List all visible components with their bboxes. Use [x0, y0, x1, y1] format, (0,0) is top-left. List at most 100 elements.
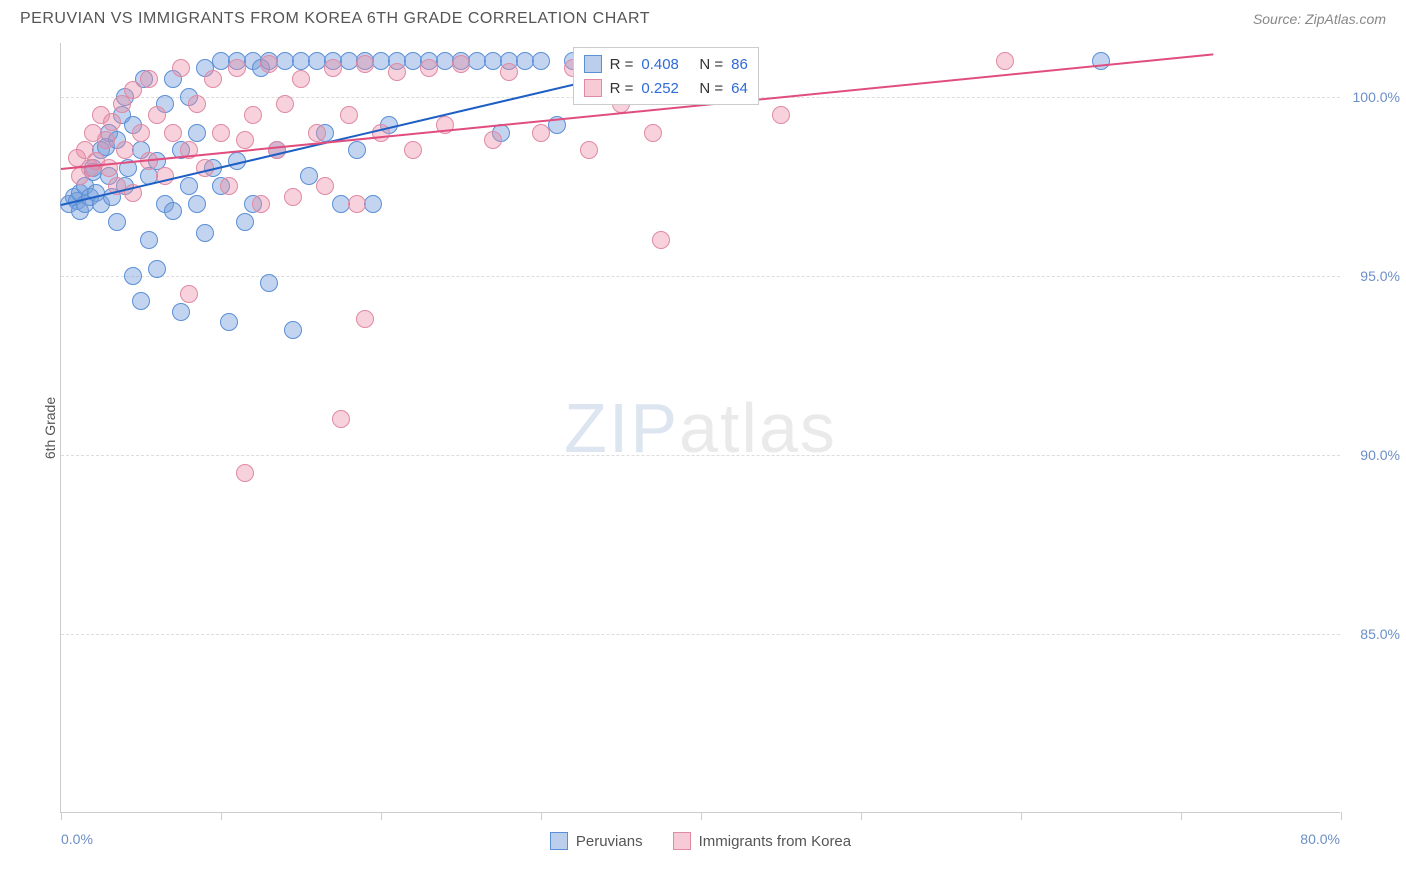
- y-tick-label: 85.0%: [1345, 626, 1400, 642]
- scatter-point: [420, 59, 438, 77]
- scatter-point: [220, 177, 238, 195]
- scatter-point: [300, 167, 318, 185]
- chart-title: PERUVIAN VS IMMIGRANTS FROM KOREA 6TH GR…: [20, 10, 650, 28]
- correlation-legend: R =0.408N =86R =0.252N =64: [573, 47, 759, 105]
- plot-area: ZIPatlas 6th Grade 85.0%90.0%95.0%100.0%…: [60, 43, 1340, 813]
- r-value: 0.252: [641, 80, 691, 97]
- scatter-point: [332, 410, 350, 428]
- r-label: R =: [610, 56, 634, 73]
- y-tick-label: 100.0%: [1345, 89, 1400, 105]
- legend-swatch: [584, 55, 602, 73]
- scatter-point: [236, 131, 254, 149]
- n-label: N =: [699, 80, 723, 97]
- scatter-point: [132, 292, 150, 310]
- gridline: [61, 276, 1340, 277]
- scatter-point: [116, 141, 134, 159]
- legend-swatch: [673, 832, 691, 850]
- scatter-point: [388, 63, 406, 81]
- scatter-point: [220, 313, 238, 331]
- scatter-point: [580, 141, 598, 159]
- scatter-point: [652, 231, 670, 249]
- scatter-point: [292, 70, 310, 88]
- legend-swatch: [584, 79, 602, 97]
- scatter-point: [260, 274, 278, 292]
- scatter-point: [236, 464, 254, 482]
- r-label: R =: [610, 80, 634, 97]
- scatter-point: [244, 106, 262, 124]
- scatter-point: [180, 177, 198, 195]
- scatter-point: [284, 188, 302, 206]
- r-value: 0.408: [641, 56, 691, 73]
- x-tick: [1181, 812, 1182, 820]
- scatter-point: [364, 195, 382, 213]
- series-legend-item: Peruvians: [550, 832, 643, 850]
- x-tick: [861, 812, 862, 820]
- scatter-point: [340, 106, 358, 124]
- x-tick: [221, 812, 222, 820]
- n-label: N =: [699, 56, 723, 73]
- scatter-point: [348, 195, 366, 213]
- series-legend: Peruvians Immigrants from Korea: [61, 832, 1340, 850]
- scatter-point: [212, 124, 230, 142]
- legend-swatch: [550, 832, 568, 850]
- scatter-point: [772, 106, 790, 124]
- scatter-point: [348, 141, 366, 159]
- scatter-point: [276, 95, 294, 113]
- scatter-point: [188, 95, 206, 113]
- scatter-point: [356, 310, 374, 328]
- scatter-point: [484, 131, 502, 149]
- scatter-point: [532, 124, 550, 142]
- source-label: Source: ZipAtlas.com: [1253, 11, 1386, 27]
- scatter-point: [500, 63, 518, 81]
- correlation-legend-row: R =0.408N =86: [584, 52, 748, 76]
- scatter-point: [236, 213, 254, 231]
- y-tick-label: 95.0%: [1345, 268, 1400, 284]
- x-tick: [1021, 812, 1022, 820]
- scatter-point: [97, 131, 115, 149]
- scatter-point: [260, 55, 278, 73]
- scatter-point: [252, 195, 270, 213]
- scatter-point: [148, 260, 166, 278]
- x-tick: [61, 812, 62, 820]
- scatter-point: [124, 81, 142, 99]
- series-legend-label: Immigrants from Korea: [699, 833, 852, 850]
- scatter-point: [228, 59, 246, 77]
- scatter-point: [356, 55, 374, 73]
- scatter-point: [404, 141, 422, 159]
- gridline: [61, 455, 1340, 456]
- scatter-point: [996, 52, 1014, 70]
- y-axis-title: 6th Grade: [42, 396, 58, 458]
- scatter-point: [103, 113, 121, 131]
- scatter-point: [532, 52, 550, 70]
- scatter-point: [140, 70, 158, 88]
- x-tick: [701, 812, 702, 820]
- x-tick: [1341, 812, 1342, 820]
- scatter-point: [164, 202, 182, 220]
- scatter-point: [148, 106, 166, 124]
- scatter-point: [180, 285, 198, 303]
- series-legend-label: Peruvians: [576, 833, 643, 850]
- n-value: 64: [731, 80, 748, 97]
- scatter-point: [172, 303, 190, 321]
- series-legend-item: Immigrants from Korea: [673, 832, 852, 850]
- scatter-point: [316, 177, 334, 195]
- scatter-point: [284, 321, 302, 339]
- gridline: [61, 634, 1340, 635]
- scatter-point: [140, 231, 158, 249]
- scatter-point: [644, 124, 662, 142]
- scatter-point: [452, 55, 470, 73]
- y-tick-label: 90.0%: [1345, 447, 1400, 463]
- scatter-point: [324, 59, 342, 77]
- correlation-legend-row: R = 0.252 N = 64: [584, 76, 748, 100]
- x-tick: [381, 812, 382, 820]
- scatter-point: [188, 195, 206, 213]
- scatter-point: [188, 124, 206, 142]
- scatter-point: [196, 224, 214, 242]
- scatter-point: [172, 59, 190, 77]
- scatter-point: [308, 124, 326, 142]
- x-tick: [541, 812, 542, 820]
- scatter-point: [108, 213, 126, 231]
- scatter-point: [204, 70, 222, 88]
- chart-container: ZIPatlas 6th Grade 85.0%90.0%95.0%100.0%…: [60, 43, 1386, 813]
- scatter-point: [124, 267, 142, 285]
